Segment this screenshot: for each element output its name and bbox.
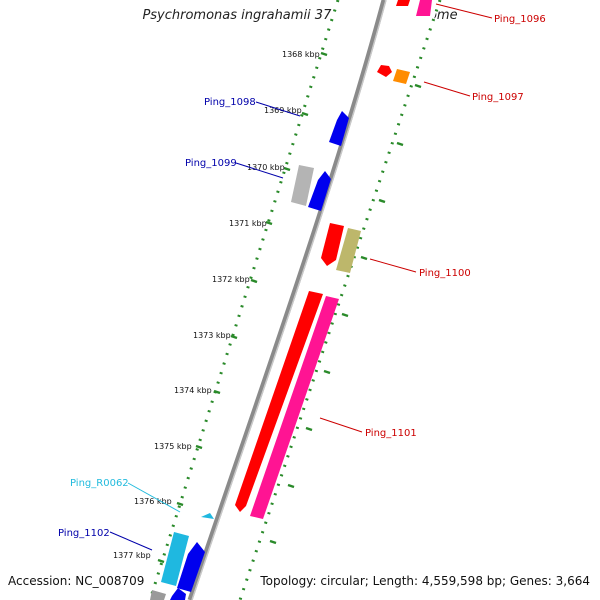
connector-ping-1102 bbox=[109, 531, 153, 551]
gene-ping-1102-cyan[interactable] bbox=[161, 532, 189, 586]
connector-ping-1101 bbox=[319, 417, 363, 433]
kbp-label: 1377 kbp bbox=[113, 551, 151, 560]
connector-ping-1099 bbox=[235, 162, 284, 179]
gene-bottom-blue[interactable] bbox=[170, 588, 186, 600]
gene-ping-1101-red[interactable] bbox=[235, 291, 323, 512]
genome-backbone-shadow bbox=[191, 0, 387, 600]
connector-ping-1100 bbox=[369, 258, 417, 273]
gene-ping-1099-grey[interactable] bbox=[291, 165, 314, 206]
gene-ping-1100-red[interactable] bbox=[321, 223, 344, 266]
gene-ping-1101-pink[interactable] bbox=[250, 296, 339, 519]
kbp-label: 1373 kbp bbox=[193, 331, 231, 340]
genome-summary-text: Topology: circular; Length: 4,559,598 bp… bbox=[260, 574, 590, 588]
accession-text: Accession: NC_008709 bbox=[8, 574, 145, 588]
gene-ping-1096-a[interactable] bbox=[396, 0, 410, 6]
gene-label-ping-1099: Ping_1099 bbox=[185, 158, 237, 169]
kbp-label: 1375 kbp bbox=[154, 442, 192, 451]
kbp-label: 1370 kbp bbox=[247, 163, 285, 172]
inner-major-ticks bbox=[157, 51, 328, 564]
gene-ping-1097-b[interactable] bbox=[393, 69, 410, 84]
kbp-label: 1376 kbp bbox=[134, 497, 172, 506]
kbp-label: 1374 kbp bbox=[174, 386, 212, 395]
connector-ping-1097 bbox=[423, 81, 471, 97]
gene-bottom-grey[interactable] bbox=[150, 590, 166, 600]
outer-major-ticks bbox=[269, 83, 422, 545]
gene-label-ping-1102: Ping_1102 bbox=[58, 528, 110, 539]
gene-label-ping-1098: Ping_1098 bbox=[204, 97, 256, 108]
connector-ping-r0062 bbox=[127, 482, 181, 513]
gene-label-ping-1100: Ping_1100 bbox=[419, 268, 471, 279]
kbp-label: 1372 kbp bbox=[212, 275, 250, 284]
gene-ping-1097-a[interactable] bbox=[377, 65, 392, 77]
gene-ping-1102-blue[interactable] bbox=[177, 542, 205, 592]
gene-ping-1099-blue[interactable] bbox=[308, 171, 331, 211]
gene-label-ping-1101: Ping_1101 bbox=[365, 428, 417, 439]
gene-label-ping-r0062: Ping_R0062 bbox=[70, 478, 129, 489]
genome-backbone bbox=[187, 0, 387, 600]
kbp-label: 1368 kbp bbox=[282, 50, 320, 59]
kbp-label: 1371 kbp bbox=[229, 219, 267, 228]
gene-ping-1100-khaki[interactable] bbox=[336, 228, 361, 273]
gene-ping-1096-b[interactable] bbox=[416, 0, 432, 16]
gene-ping-r0062[interactable] bbox=[201, 513, 214, 519]
gene-label-ping-1096: Ping_1096 bbox=[494, 14, 546, 25]
gene-ping-1098[interactable] bbox=[329, 111, 349, 146]
track-band bbox=[130, 0, 440, 600]
connector-ping-1098 bbox=[255, 101, 301, 117]
gene-label-ping-1097: Ping_1097 bbox=[472, 92, 524, 103]
connector-ping-1096 bbox=[435, 3, 493, 19]
